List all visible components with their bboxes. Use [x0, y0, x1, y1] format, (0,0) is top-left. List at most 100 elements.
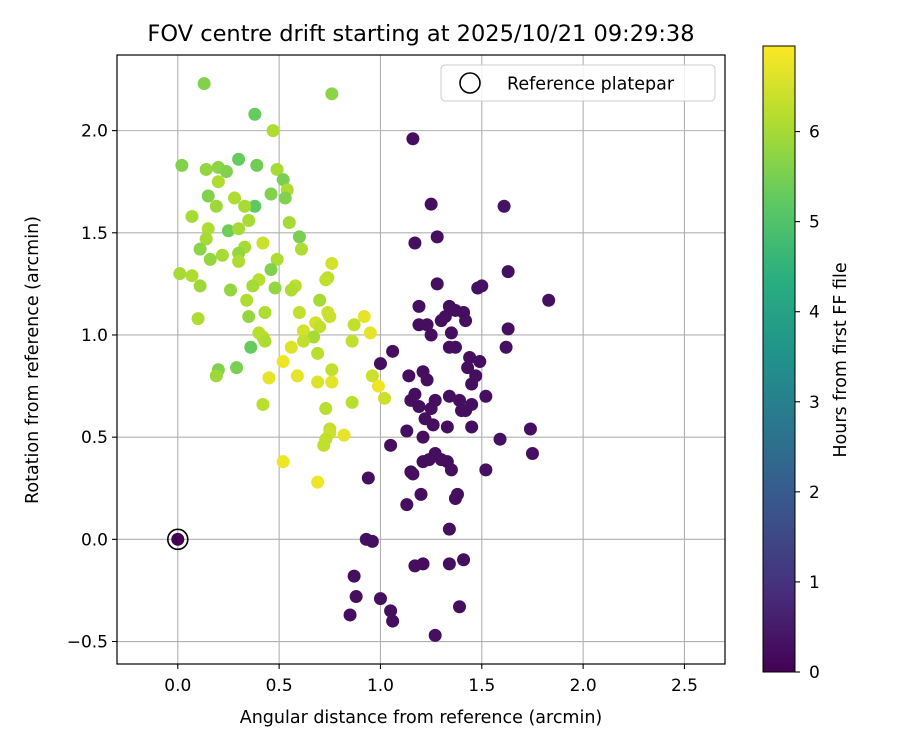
data-point — [325, 375, 339, 389]
data-point — [319, 273, 333, 287]
data-point — [343, 608, 357, 622]
data-point — [501, 265, 515, 279]
data-point — [442, 522, 456, 536]
data-point — [420, 318, 434, 332]
data-point — [444, 463, 458, 477]
data-point — [426, 418, 440, 432]
data-point — [416, 455, 430, 469]
data-point — [365, 369, 379, 383]
data-point — [262, 371, 276, 385]
data-point — [248, 107, 262, 121]
data-point — [465, 377, 479, 391]
data-point — [325, 363, 339, 377]
reference-marker — [167, 528, 189, 551]
data-point — [258, 305, 272, 319]
colorbar-tick-label: 5 — [809, 213, 820, 233]
data-point — [276, 355, 290, 369]
grid-lines — [117, 55, 725, 664]
data-point — [185, 209, 199, 223]
data-point — [296, 334, 310, 348]
legend-marker — [459, 72, 481, 94]
data-point — [313, 320, 327, 334]
data-point — [296, 324, 310, 338]
data-point — [311, 375, 325, 389]
data-point — [371, 379, 385, 393]
data-point — [442, 389, 456, 403]
data-point — [459, 314, 473, 328]
data-point — [175, 158, 189, 172]
data-point — [173, 267, 187, 281]
colorbar — [762, 45, 796, 673]
colorbar-tick-label: 1 — [809, 573, 820, 593]
data-point — [242, 310, 256, 324]
data-point — [400, 498, 414, 512]
data-point — [442, 557, 456, 571]
y-tick-label: 0.5 — [81, 428, 108, 448]
data-point — [282, 216, 296, 230]
data-point — [542, 293, 556, 307]
data-point — [373, 592, 387, 606]
data-point — [211, 175, 225, 189]
data-point — [319, 402, 333, 416]
data-point — [501, 322, 515, 336]
data-point — [268, 281, 282, 295]
colorbar-tick-label: 6 — [809, 123, 820, 143]
data-point — [238, 199, 252, 213]
y-axis-ticks: −0.5 0.0 0.5 1.0 1.5 2.0 — [67, 122, 117, 653]
reference-point — [171, 532, 185, 546]
data-point — [497, 199, 511, 213]
data-point — [523, 422, 537, 436]
data-point — [223, 283, 237, 297]
x-tick-label: 2.5 — [671, 676, 698, 696]
data-point — [448, 491, 462, 505]
data-point — [256, 397, 270, 411]
data-point — [248, 199, 262, 213]
colorbar-label: Hours from first FF file — [831, 262, 851, 457]
plot-frame — [116, 54, 726, 665]
data-point — [191, 312, 205, 326]
x-tick-label: 1.5 — [468, 676, 495, 696]
data-point — [276, 455, 290, 469]
data-point — [278, 191, 292, 205]
data-point — [406, 467, 420, 481]
data-point — [453, 393, 467, 407]
data-point — [193, 279, 207, 293]
data-point — [219, 164, 233, 178]
colorbar-ticks: 0 1 2 3 4 5 6 — [795, 123, 820, 683]
data-point — [209, 199, 223, 213]
data-point — [193, 242, 207, 256]
data-point — [412, 299, 426, 313]
data-point — [232, 254, 246, 268]
data-point — [199, 162, 213, 176]
data-point — [357, 310, 371, 324]
reference-ring — [167, 528, 189, 551]
data-point — [246, 279, 260, 293]
x-axis-label: Angular distance from reference (arcmin) — [240, 708, 603, 728]
colorbar-tick-label: 4 — [809, 303, 820, 323]
data-point — [311, 475, 325, 489]
colorbar-tick-label: 3 — [809, 393, 820, 413]
legend-label: Reference platepar — [507, 75, 675, 95]
data-point — [499, 340, 513, 354]
data-point — [325, 256, 339, 270]
data-point — [228, 191, 242, 205]
data-point — [232, 222, 246, 236]
x-tick-label: 1.0 — [367, 676, 394, 696]
data-point — [276, 173, 290, 187]
data-point — [434, 314, 448, 328]
data-point — [493, 432, 507, 446]
data-point — [408, 236, 422, 250]
data-point — [479, 389, 493, 403]
data-point — [525, 447, 539, 461]
legend: Reference platepar — [440, 64, 716, 102]
data-point — [240, 293, 254, 307]
data-point — [337, 428, 351, 442]
data-point — [292, 305, 306, 319]
data-point — [424, 197, 438, 211]
data-point — [345, 334, 359, 348]
data-point — [270, 162, 284, 176]
data-point — [307, 330, 321, 344]
data-point — [266, 124, 280, 138]
x-axis-ticks: 0.0 0.5 1.0 1.5 2.0 2.5 — [164, 664, 698, 696]
